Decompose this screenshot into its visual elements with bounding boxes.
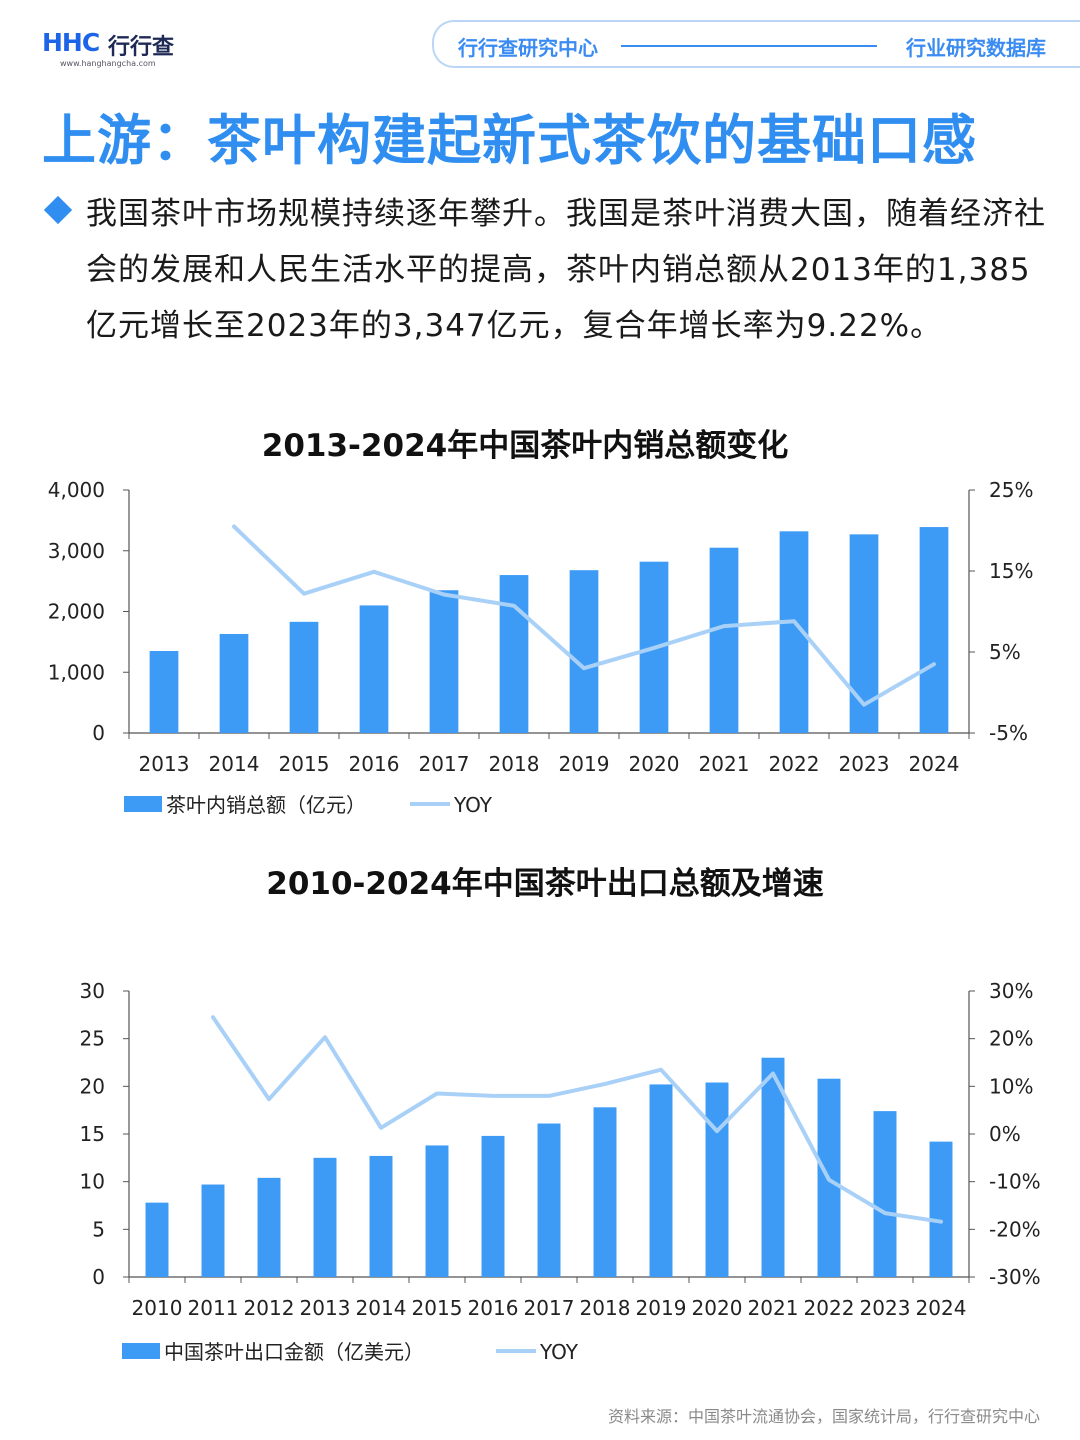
chart2-bar [313, 1157, 337, 1277]
chart1-x-tick-label: 2016 [349, 752, 400, 776]
chart1-bar [219, 633, 249, 733]
chart2-x-tick-label: 2014 [356, 1296, 407, 1320]
chart1-right-tick-label: -5% [989, 721, 1028, 745]
chart1-x-tick-label: 2022 [769, 752, 820, 776]
chart1-right-tick-label: 5% [989, 640, 1021, 664]
chart1-x-tick-label: 2023 [839, 752, 890, 776]
chart1-bar [569, 570, 599, 733]
chart2-x-tick-label: 2015 [412, 1296, 463, 1320]
chart1-bar [359, 605, 389, 733]
chart2-bar [929, 1141, 953, 1277]
chart2-x-tick-label: 2020 [692, 1296, 743, 1320]
chart2-x-tick-label: 2012 [244, 1296, 295, 1320]
chart1-left-tick-label: 3,000 [48, 539, 105, 563]
chart1-legend-bar-label: 茶叶内销总额（亿元） [166, 793, 366, 817]
chart2-bar [145, 1202, 169, 1277]
chart1-right-tick-label: 25% [989, 478, 1033, 502]
chart2-legend-bar-swatch [122, 1343, 160, 1359]
chart2-x-tick-label: 2018 [580, 1296, 631, 1320]
chart1-bar [499, 575, 529, 733]
chart1-left-tick-label: 4,000 [48, 478, 105, 502]
chart2-legend-line-label: YOY [539, 1340, 579, 1364]
chart2-right-tick-label: 20% [989, 1027, 1033, 1051]
chart1-x-tick-label: 2015 [279, 752, 330, 776]
chart2-left-tick-label: 10 [80, 1170, 105, 1194]
logo-mark: HHC [42, 28, 100, 57]
logo-name: 行行查 [108, 35, 175, 60]
chart2-x-tick-label: 2017 [524, 1296, 575, 1320]
chart2-bar [537, 1123, 561, 1277]
chart2-bar [201, 1184, 225, 1277]
chart2-x-tick-label: 2023 [860, 1296, 911, 1320]
logo-url: www.hanghangcha.com [60, 59, 156, 68]
chart2-x-tick-label: 2016 [468, 1296, 519, 1320]
chart1-bar [429, 590, 459, 733]
chart1-title: 2013-2024年中国茶叶内销总额变化 [261, 428, 789, 464]
page-title: 上游：茶叶构建起新式茶饮的基础口感 [42, 109, 977, 172]
header-divider-line [621, 45, 877, 47]
chart1-left-tick-label: 0 [92, 721, 105, 745]
chart2-x-tick-label: 2011 [188, 1296, 239, 1320]
chart2-x-tick-label: 2019 [636, 1296, 687, 1320]
chart2-left-tick-label: 0 [92, 1265, 105, 1289]
chart1-bar [919, 527, 949, 733]
chart2-bar [481, 1135, 505, 1277]
chart2-bar [873, 1111, 897, 1277]
chart1-right-tick-label: 15% [989, 559, 1033, 583]
chart2-left-tick-label: 30 [80, 979, 105, 1003]
chart2-bar [369, 1155, 393, 1277]
chart1-x-tick-label: 2021 [699, 752, 750, 776]
chart2-title: 2010-2024年中国茶叶出口总额及增速 [266, 866, 824, 902]
chart1-yoy-line [232, 524, 936, 707]
chart2-bar [425, 1145, 449, 1277]
source-note: 资料来源：中国茶叶流通协会，国家统计局，行行查研究中心 [607, 1407, 1040, 1426]
chart1-x-tick-label: 2019 [559, 752, 610, 776]
chart2-left-tick-label: 15 [80, 1122, 105, 1146]
chart1-x-tick-label: 2017 [419, 752, 470, 776]
chart2-bar [761, 1057, 785, 1277]
chart2-bar [649, 1084, 673, 1277]
chart2-bar [257, 1177, 281, 1277]
chart2-left-tick-label: 25 [80, 1027, 105, 1051]
chart2-yoy-line [211, 1015, 943, 1224]
chart2-x-tick-label: 2010 [132, 1296, 183, 1320]
diamond-bullet-icon [43, 195, 73, 225]
intro-paragraph: 我国茶叶市场规模持续逐年攀升。我国是茶叶消费大国，随着经济社会的发展和人民生活水… [86, 196, 1046, 344]
chart1-x-tick-label: 2018 [489, 752, 540, 776]
chart1-left-tick-label: 1,000 [48, 660, 105, 684]
chart1-x-tick-label: 2014 [209, 752, 260, 776]
header-right-label: 行业研究数据库 [906, 36, 1046, 60]
chart1-legend-line-label: YOY [453, 793, 493, 817]
chart1-bar [149, 650, 179, 733]
chart2-x-tick-label: 2022 [804, 1296, 855, 1320]
chart1-x-tick-label: 2024 [909, 752, 960, 776]
domestic-sales-chart: 0 1,000 2,000 3,000 4,000 -5% 5% 15% 25% 2013 2014… [48, 478, 1034, 817]
chart1-x-tick-label: 2020 [629, 752, 680, 776]
chart2-x-tick-label: 2024 [916, 1296, 967, 1320]
chart2-right-tick-label: 10% [989, 1074, 1033, 1098]
chart1-x-tick-label: 2013 [139, 752, 190, 776]
chart1-bar [709, 547, 739, 733]
brand-logo: HHC 行行查 www.hanghangcha.com [42, 28, 192, 72]
chart2-bar [593, 1107, 617, 1277]
chart2-x-tick-label: 2021 [748, 1296, 799, 1320]
chart2-right-tick-label: -10% [989, 1170, 1041, 1194]
chart1-bar [289, 621, 319, 733]
chart2-x-tick-label: 2013 [300, 1296, 351, 1320]
chart2-left-tick-label: 5 [92, 1217, 105, 1241]
chart1-left-tick-label: 2,000 [48, 600, 105, 624]
chart2-left-tick-label: 20 [80, 1074, 105, 1098]
chart2-right-tick-label: 0% [989, 1122, 1021, 1146]
chart2-bar [705, 1082, 729, 1277]
chart2-right-tick-label: 30% [989, 979, 1033, 1003]
chart1-legend-bar-swatch [124, 796, 162, 812]
header-bar: 行行查研究中心 行业研究数据库 [432, 20, 1080, 68]
chart2-right-tick-label: -20% [989, 1217, 1041, 1241]
chart2-right-tick-label: -30% [989, 1265, 1041, 1289]
header-left-label: 行行查研究中心 [458, 36, 598, 60]
chart2-legend-bar-label: 中国茶叶出口金额（亿美元） [164, 1340, 424, 1364]
